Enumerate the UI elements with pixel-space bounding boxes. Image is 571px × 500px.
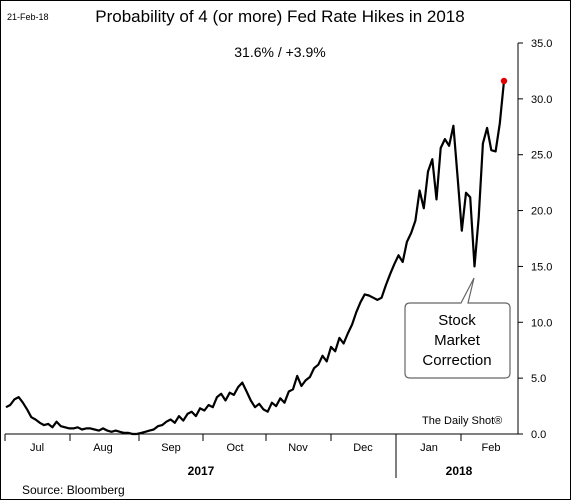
date-label: 21-Feb-18	[7, 12, 49, 22]
annotation-text: Correction	[422, 352, 491, 369]
y-tick-label: 20.0	[531, 206, 552, 218]
x-month-label: Dec	[353, 442, 373, 454]
last-point-marker	[500, 77, 508, 85]
y-tick-label: 25.0	[531, 150, 552, 162]
x-month-label: Jul	[30, 442, 44, 454]
y-tick-label: 30.0	[531, 94, 552, 106]
x-month-label: Aug	[93, 442, 113, 454]
y-tick-label: 10.0	[531, 317, 552, 329]
x-year-label: 2017	[188, 464, 215, 478]
x-year-label: 2018	[446, 464, 473, 478]
y-tick-label: 0.0	[531, 429, 546, 441]
x-month-label: Sep	[161, 442, 181, 454]
x-month-label: Jan	[420, 442, 438, 454]
annotation-text: Market	[434, 332, 481, 349]
annotation-callout	[404, 277, 511, 379]
annotation-text: Stock	[438, 312, 476, 329]
chart-title: Probability of 4 (or more) Fed Rate Hike…	[95, 7, 465, 26]
source-label: Source: Bloomberg	[22, 483, 125, 497]
chart-subtitle: 31.6% / +3.9%	[234, 44, 326, 60]
y-tick-label: 5.0	[531, 373, 546, 385]
credit-label: The Daily Shot®	[422, 415, 502, 427]
x-month-label: Feb	[482, 442, 501, 454]
y-tick-label: 35.0	[531, 38, 552, 50]
x-month-label: Nov	[288, 442, 308, 454]
x-month-label: Oct	[226, 442, 243, 454]
y-tick-label: 15.0	[531, 261, 552, 273]
series-line	[5, 80, 506, 436]
